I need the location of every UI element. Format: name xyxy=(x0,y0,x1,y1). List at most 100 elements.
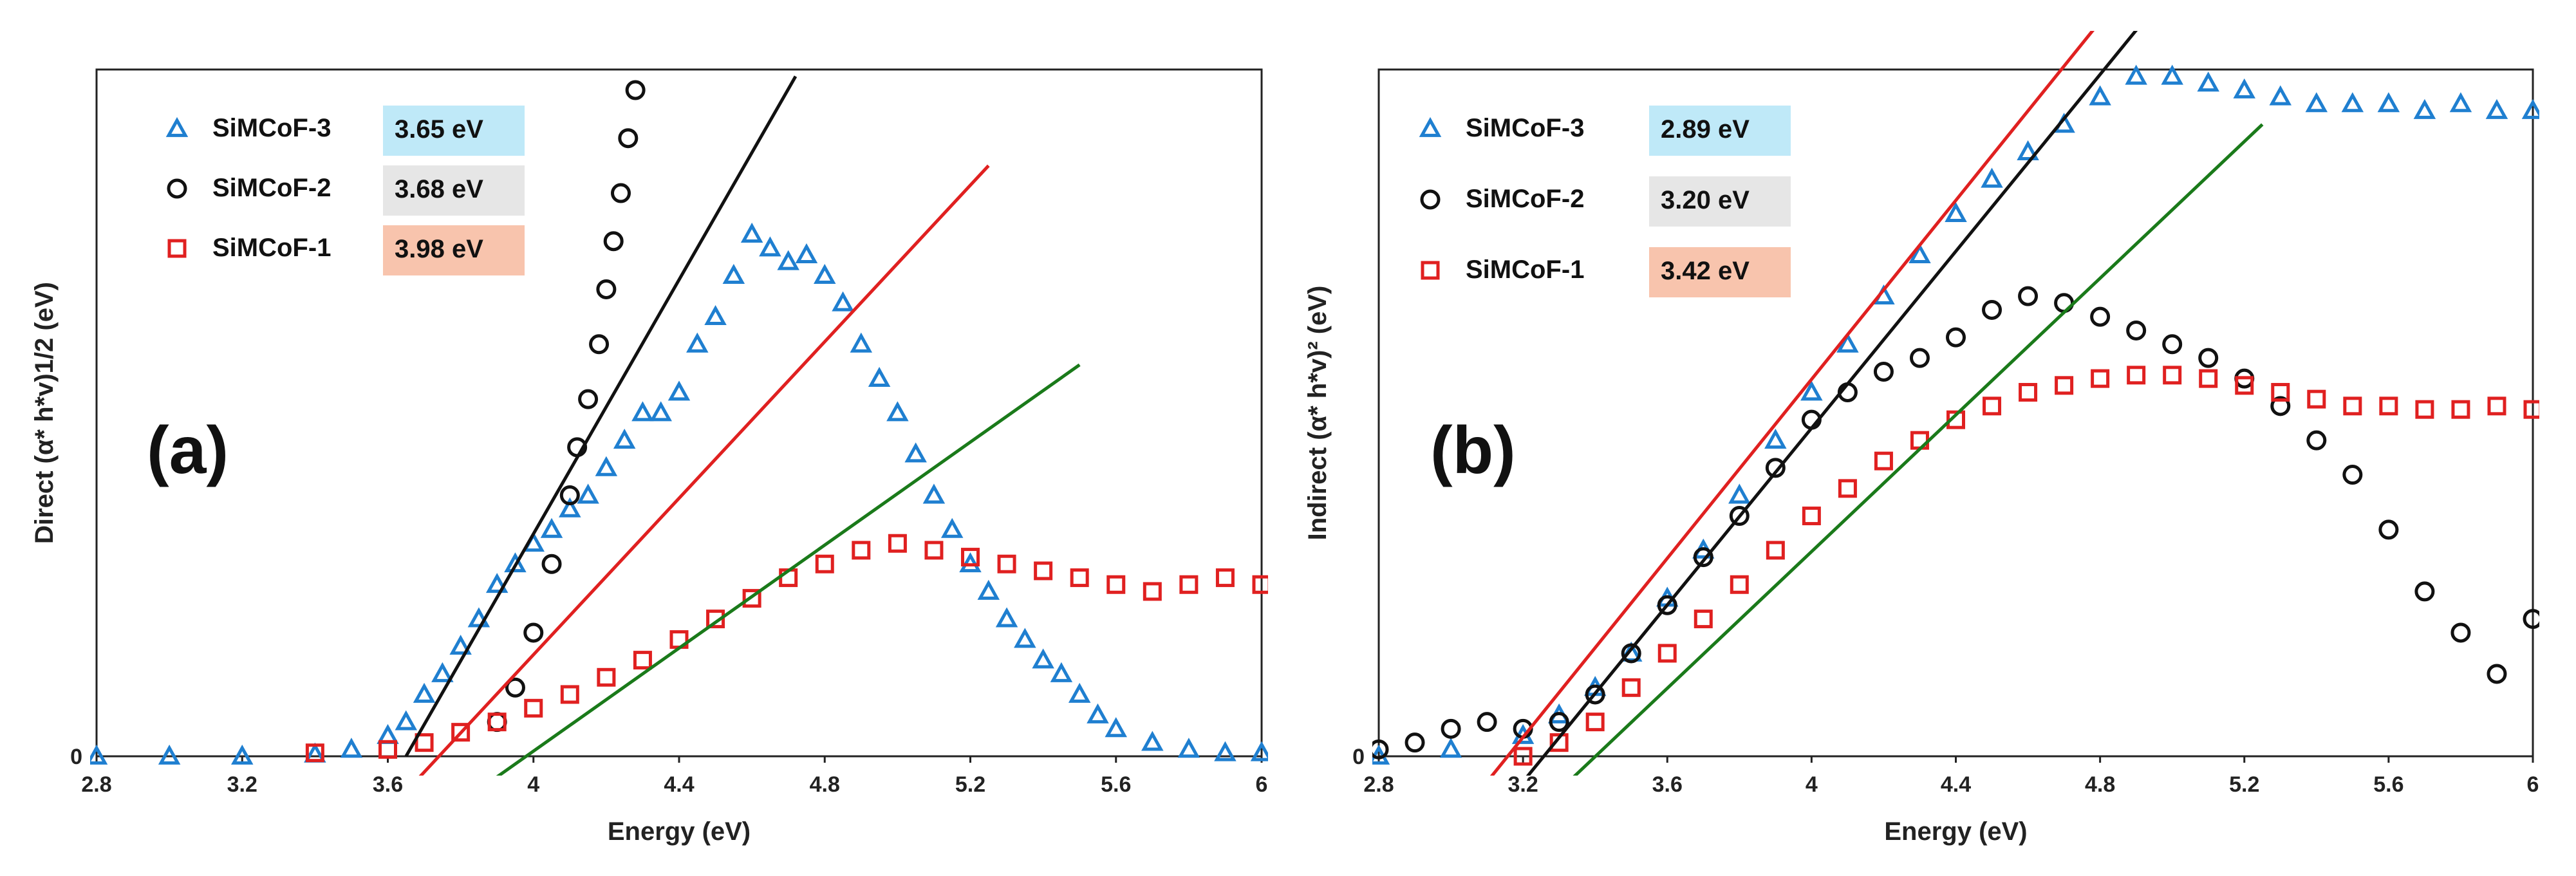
data-point xyxy=(589,334,610,355)
data-point xyxy=(305,743,324,763)
series-simcof-3 xyxy=(1372,64,2539,765)
legend-marker-circle xyxy=(1420,189,1441,210)
data-point xyxy=(1946,410,1965,429)
data-point xyxy=(742,589,761,608)
data-point xyxy=(1909,243,1931,263)
data-point xyxy=(1765,458,1786,478)
data-point xyxy=(504,552,527,573)
band-gap-badge xyxy=(1649,176,1791,227)
data-point xyxy=(1106,575,1126,594)
x-tick-label: 6 xyxy=(2527,772,2539,797)
data-point xyxy=(413,682,436,703)
data-point xyxy=(1945,201,1967,222)
data-point xyxy=(686,332,709,353)
data-point xyxy=(2091,369,2110,388)
x-tick-label: 5.6 xyxy=(2373,772,2403,797)
data-point xyxy=(2487,664,2507,684)
legend-label: SiMCoF-3 xyxy=(1466,114,1584,142)
data-point xyxy=(1087,703,1109,723)
x-axis: 2.8 3.2 3.6 4 4.4 4.8 5.2 5.6 6 xyxy=(81,756,1267,797)
data-point xyxy=(1909,348,1930,368)
x-tick-label: 5.6 xyxy=(1101,772,1131,797)
fit-line xyxy=(404,75,798,758)
data-point xyxy=(2305,92,2328,113)
data-point xyxy=(1441,718,1461,739)
data-point xyxy=(2197,71,2219,92)
data-point xyxy=(2485,98,2508,119)
data-point xyxy=(2270,396,2291,416)
panel-label: (a) xyxy=(147,413,229,488)
y-tick-label: 0 xyxy=(1352,745,1365,769)
data-point xyxy=(815,554,834,573)
data-point xyxy=(2162,334,2183,355)
data-point xyxy=(1729,506,1750,527)
data-point xyxy=(560,685,579,704)
data-point xyxy=(2413,98,2436,119)
band-gap-badge xyxy=(1649,106,1791,156)
x-tick-label: 3.2 xyxy=(1507,772,1538,797)
legend-label: SiMCoF-2 xyxy=(212,174,331,202)
data-point xyxy=(2307,389,2326,409)
series-simcof-1 xyxy=(305,534,1268,763)
data-point xyxy=(618,128,639,149)
data-point xyxy=(961,548,980,567)
data-point xyxy=(1143,582,1162,601)
band-gap-badge xyxy=(1649,247,1791,297)
data-point xyxy=(158,744,181,765)
plot-area xyxy=(1372,31,2539,776)
fit-line xyxy=(418,164,990,776)
data-point xyxy=(90,744,108,765)
band-gap-badge xyxy=(383,165,525,216)
data-point xyxy=(1215,568,1235,588)
band-gap-value: 3.68 eV xyxy=(395,175,483,203)
x-tick-label: 4.4 xyxy=(1941,772,1971,797)
y-tick-label: 0 xyxy=(70,745,82,769)
data-point xyxy=(2451,400,2470,419)
data-point xyxy=(603,231,624,252)
data-point xyxy=(2055,376,2074,395)
legend-marker-square xyxy=(167,239,187,258)
data-point xyxy=(1800,380,1823,401)
data-point xyxy=(633,651,652,670)
x-axis: 2.8 3.2 3.6 4 4.4 4.8 5.2 5.6 6 xyxy=(1363,756,2539,797)
band-gap-value: 3.42 eV xyxy=(1661,257,1750,285)
data-point xyxy=(2487,396,2506,416)
data-point xyxy=(559,497,581,517)
data-point xyxy=(578,389,599,409)
data-point xyxy=(852,541,871,560)
data-point xyxy=(2127,366,2146,385)
data-point xyxy=(540,517,563,538)
fit-line xyxy=(496,363,1081,776)
data-point xyxy=(740,222,763,243)
data-point xyxy=(487,713,507,732)
data-point xyxy=(1874,451,1893,471)
data-point xyxy=(523,622,544,643)
data-point xyxy=(924,541,944,560)
data-point xyxy=(2271,382,2290,402)
data-point xyxy=(1372,739,1389,760)
band-gap-value: 3.65 eV xyxy=(395,115,483,144)
data-point xyxy=(2163,366,2182,385)
band-gap-badge xyxy=(383,225,525,275)
data-point xyxy=(2017,140,2039,160)
data-point xyxy=(1439,738,1462,758)
data-point xyxy=(2233,78,2255,98)
data-point xyxy=(1981,167,2003,188)
x-tick-label: 6 xyxy=(1256,772,1268,797)
data-point xyxy=(1034,561,1053,581)
data-point xyxy=(2269,85,2292,106)
data-point xyxy=(868,367,891,387)
data-point xyxy=(2343,396,2362,416)
data-point xyxy=(1621,643,1641,664)
data-point xyxy=(2199,369,2218,388)
legend: SiMCoF-3 3.65 eV SiMCoF-2 3.68 eV SiMCoF-1 3.… xyxy=(165,106,525,275)
x-tick-label: 3.6 xyxy=(1652,772,1683,797)
data-point xyxy=(1730,575,1749,594)
data-point xyxy=(1250,741,1268,761)
legend: SiMCoF-3 2.89 eV SiMCoF-2 3.20 eV SiMCoF-1 3.… xyxy=(1419,106,1791,297)
panel-a: 2.8 3.2 3.6 4 4.4 4.8 5.2 5.6 6 0 Energy (eV) Direc… xyxy=(30,68,1268,846)
y-axis-title: Indirect (α* h*v)² (eV) xyxy=(1303,286,1332,541)
band-gap-value: 3.20 eV xyxy=(1661,186,1750,214)
x-tick-label: 4 xyxy=(527,772,539,797)
data-point xyxy=(1032,648,1054,669)
